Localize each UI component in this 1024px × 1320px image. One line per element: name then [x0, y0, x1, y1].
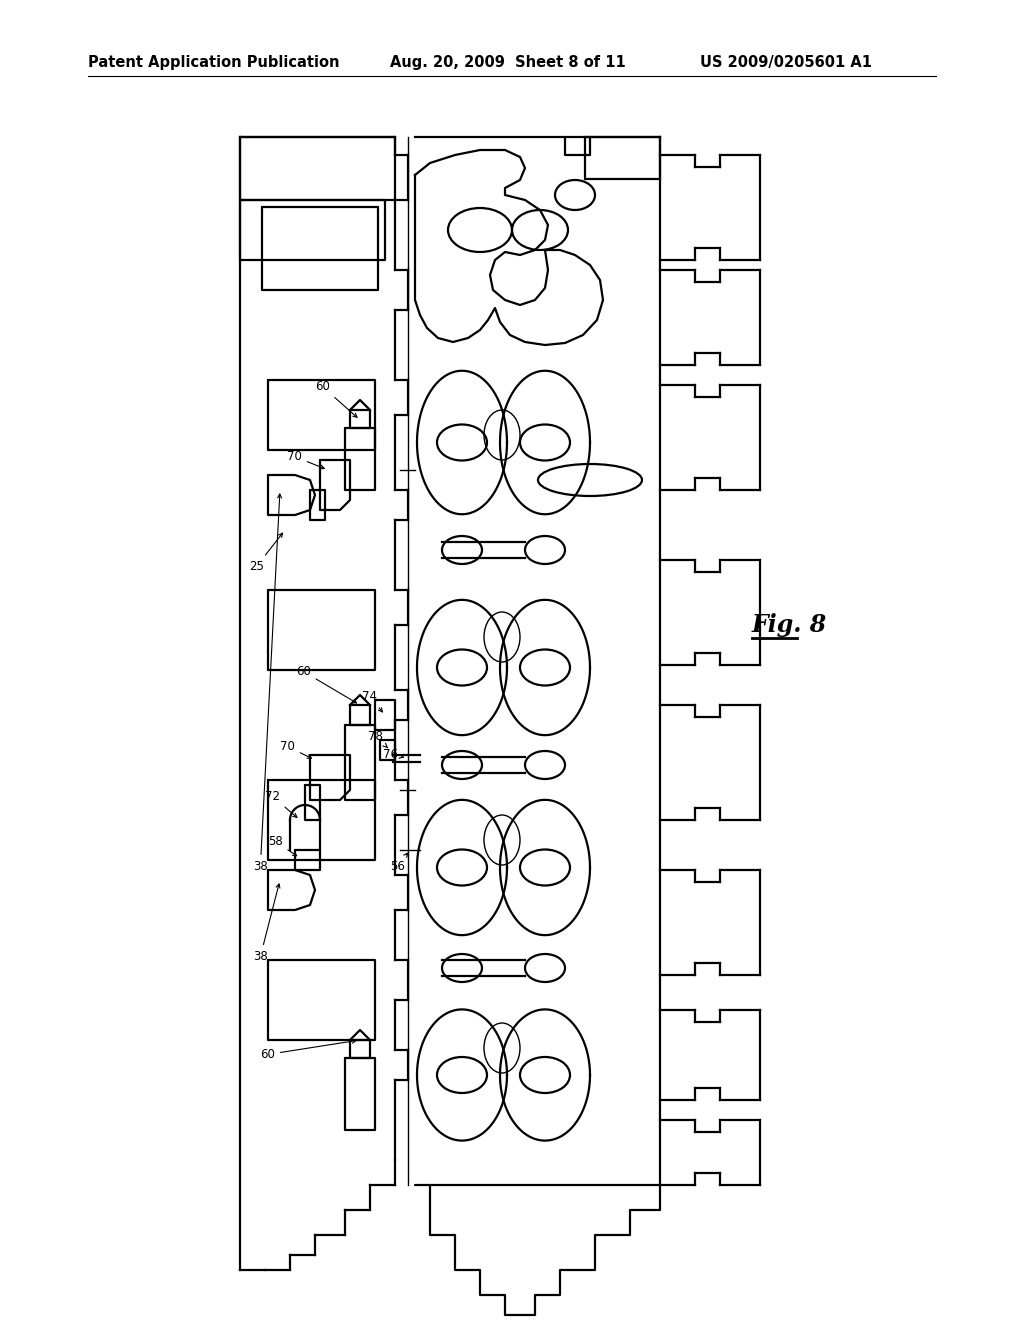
- Text: 72: 72: [265, 789, 297, 817]
- Text: 76: 76: [383, 748, 403, 762]
- Text: 56: 56: [390, 853, 408, 873]
- Text: 60: 60: [315, 380, 357, 417]
- Text: 70: 70: [280, 741, 311, 758]
- Text: 58: 58: [268, 836, 297, 855]
- Text: 60: 60: [296, 665, 356, 704]
- Text: 78: 78: [368, 730, 387, 747]
- Text: 38: 38: [253, 494, 282, 873]
- Text: 60: 60: [260, 1039, 356, 1061]
- Text: US 2009/0205601 A1: US 2009/0205601 A1: [700, 54, 872, 70]
- Text: 74: 74: [362, 690, 382, 711]
- Text: Aug. 20, 2009  Sheet 8 of 11: Aug. 20, 2009 Sheet 8 of 11: [390, 54, 626, 70]
- Text: 70: 70: [287, 450, 325, 469]
- Text: 25: 25: [249, 533, 283, 573]
- Text: Patent Application Publication: Patent Application Publication: [88, 54, 340, 70]
- Text: Fig. 8: Fig. 8: [752, 612, 827, 638]
- Text: 38: 38: [253, 884, 280, 964]
- Bar: [585, 137, 660, 180]
